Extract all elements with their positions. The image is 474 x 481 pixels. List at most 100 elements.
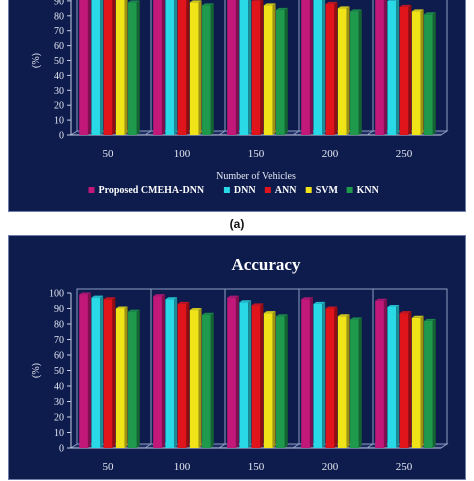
bar [79,0,91,135]
bar-top [263,311,276,314]
category-separator [292,130,300,136]
bar-side [334,1,338,135]
bar-side [174,297,178,448]
bar-front [202,5,211,136]
bar [128,0,140,136]
bar-front [301,299,310,448]
bar [313,0,326,136]
bar [91,0,104,135]
bar-side [408,4,412,135]
bar-front [424,320,433,448]
legend-item: Proposed CMEHA-DNN [88,185,205,196]
bar [165,297,178,448]
y-tick-label: 90 [54,304,64,315]
bar-front [263,5,273,136]
bar-side [198,308,202,448]
bar-side [396,0,400,135]
bar-front [276,9,285,136]
bar-front [165,0,175,136]
bar-front [202,314,211,448]
bar-top [399,311,412,314]
bar-top [337,314,350,317]
bar-side [432,318,436,448]
bar [153,294,165,448]
bar-front [153,296,162,448]
bar-top [153,294,165,297]
category-separator [144,130,152,136]
bar-top [189,0,202,3]
bar-top [115,306,128,309]
bar-front [325,3,335,135]
y-axis-label: (%) [31,363,42,378]
bar-front [91,0,101,135]
bar-front [251,305,261,448]
bar-top [411,9,424,12]
bar-side [408,311,412,448]
bar [103,0,116,135]
bar-side [248,300,252,448]
category-separator [144,443,152,449]
bar-front [350,11,359,135]
bar [411,9,424,135]
bar [276,314,288,448]
bar [313,301,326,448]
y-tick-label: 60 [54,351,64,362]
bar-side [210,3,214,136]
bar [251,303,264,448]
bar [227,0,239,135]
bar-side [210,312,214,448]
bar [263,311,276,448]
bar-side [87,0,91,135]
bar-top [103,297,116,300]
bar-top [91,295,104,298]
bar-front [337,8,347,136]
bar-side [383,0,387,135]
bar-side [309,297,313,448]
bar-front [79,0,88,135]
bar-top [165,297,178,300]
bar-side [358,317,362,448]
bar [128,309,140,448]
legend-label: KNN [357,185,380,196]
x-tick-label: 250 [396,461,413,473]
bar [375,298,387,448]
y-tick-label: 30 [54,397,64,408]
bar-front [387,306,397,448]
bar-front [103,0,113,135]
chart-panel-b: 0 10 20 30 40 50 60 70 80 90 100 50 100 150 200 250 (%) A… [8,235,466,480]
bar [263,3,276,136]
bar [177,301,190,448]
bar [153,0,165,136]
bar-top [263,3,276,6]
bar [189,308,202,448]
bar-front [375,300,384,448]
chart-a-svg: 0 10 20 30 40 50 60 70 80 90 50 100 150 200 250 (%) Numb… [31,0,449,196]
legend-label: SVM [316,185,339,196]
legend-item: DNN [223,185,256,196]
bar-front [301,0,310,135]
bar-top [350,9,362,12]
y-axis-label: (%) [31,53,42,68]
x-tick-label: 200 [322,461,339,473]
bar-front [337,316,347,448]
bar [337,314,350,448]
bar-top [251,0,262,1]
y-tick-label: 50 [54,56,64,67]
bar-side [432,12,436,136]
x-tick-label: 50 [103,461,115,473]
bar-front [79,294,88,448]
bar [115,0,128,135]
bar-front [251,0,261,136]
bar-front [189,2,199,136]
bar-top [337,6,350,9]
bar-front [325,308,335,448]
legend-swatch [88,187,95,193]
bar-front [276,316,285,448]
bar [301,0,313,135]
bar [424,318,436,448]
bar-front [115,308,125,448]
bar-front [128,2,137,136]
bar-side [124,306,128,448]
bar-side [186,301,190,448]
bar-side [358,9,362,135]
